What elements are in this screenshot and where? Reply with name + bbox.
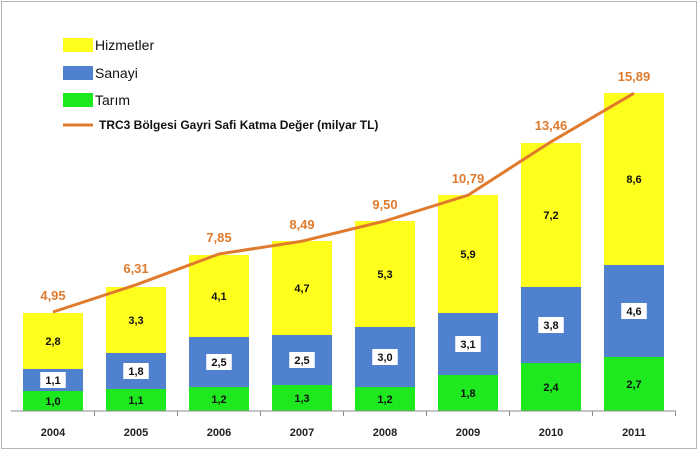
value-label-tarim-2010: 2,4: [543, 382, 559, 394]
value-label-sanayi-2006: 2,5: [211, 357, 226, 369]
value-label-bg-sanayi-2007: [289, 352, 315, 368]
value-label-hizmetler-2009: 5,9: [460, 249, 475, 261]
legend-label-hizmetler: Hizmetler: [95, 37, 154, 53]
value-label-bg-sanayi-2008: [372, 349, 398, 365]
bar-tarim-2007: [272, 385, 332, 411]
x-axis: 2004 2005 2006 2007 2008 2009 2010 2011: [11, 410, 676, 439]
value-label-hizmetler-2010: 7,2: [543, 210, 558, 222]
x-tick-label-2009: 2009: [456, 427, 480, 439]
line-value-label-2008: 9,50: [372, 197, 397, 212]
x-tick-label-2006: 2006: [207, 427, 231, 439]
line-value-label-2004: 4,95: [40, 288, 65, 303]
legend-swatch-sanayi: [63, 66, 93, 80]
x-tick-label-2004: 2004: [41, 427, 66, 439]
line-value-label-2006: 7,85: [206, 230, 231, 245]
bar-tarim-2008: [355, 387, 415, 411]
line-value-label-2010: 13,46: [535, 118, 568, 133]
value-label-tarim-2005: 1,1: [128, 395, 143, 407]
value-label-sanayi-2009: 3,1: [460, 339, 475, 351]
bar-hizmetler-2010: [521, 143, 581, 287]
bar-hizmetler-2004: [23, 313, 83, 369]
x-tick-label-2007: 2007: [290, 427, 314, 439]
bar-hizmetler-2005: [106, 287, 166, 353]
value-label-bg-sanayi-2006: [206, 354, 232, 370]
value-label-tarim-2009: 1,8: [460, 388, 475, 400]
bar-hizmetler-2007: [272, 241, 332, 335]
value-label-hizmetler-2007: 4,7: [294, 283, 309, 295]
bar-tarim-2004: [23, 391, 83, 411]
legend-label-gva-line: TRC3 Bölgesi Gayri Safi Katma Değer (mil…: [99, 118, 378, 132]
bar-tarim-2011: [604, 357, 664, 411]
bar-tarim-2006: [189, 387, 249, 411]
line-value-label-2007: 8,49: [289, 217, 314, 232]
value-label-tarim-2008: 1,2: [377, 394, 392, 406]
bar-tarim-2005: [106, 389, 166, 411]
x-tick-label-2010: 2010: [539, 427, 563, 439]
line-value-label-2011: 15,89: [618, 69, 651, 84]
value-label-hizmetler-2006: 4,1: [211, 291, 226, 303]
legend-label-sanayi: Sanayi: [95, 65, 138, 81]
value-label-hizmetler-2004: 2,8: [45, 336, 60, 348]
line-value-label-2009: 10,79: [452, 171, 485, 186]
line-series-gva: [52, 91, 635, 314]
value-label-hizmetler-2005: 3,3: [128, 315, 143, 327]
bar-hizmetler-2006: [189, 255, 249, 337]
value-label-sanayi-2011: 4,6: [626, 306, 641, 318]
value-label-sanayi-2004: 1,1: [45, 375, 60, 387]
value-label-bg-sanayi-2009: [455, 336, 481, 352]
value-label-bg-sanayi-2011: [621, 303, 647, 319]
bar-tarim-2009: [438, 375, 498, 411]
value-label-sanayi-2005: 1,8: [128, 366, 143, 378]
value-label-hizmetler-2008: 5,3: [377, 269, 392, 281]
bar-tarim-2010: [521, 363, 581, 411]
line-layer: 4,95 6,31 7,85 8,49 9,50 10,79 13,46 15,89: [40, 69, 651, 314]
x-tick-label-2008: 2008: [373, 427, 397, 439]
legend-label-tarim: Tarım: [95, 92, 130, 108]
bar-hizmetler-2011: [604, 93, 664, 265]
value-label-bg-sanayi-2005: [123, 363, 149, 379]
x-tick-label-2005: 2005: [124, 427, 148, 439]
bar-hizmetler-2008: [355, 221, 415, 327]
value-label-sanayi-2007: 2,5: [294, 355, 309, 367]
legend-swatch-hizmetler: [63, 38, 93, 52]
x-tick-label-2011: 2011: [622, 427, 646, 439]
bar-hizmetler-2009: [438, 195, 498, 313]
bars: 1,0 1,1 2,8 1,1 1,8 3,3 1,2 2,5 4,1 1,3 2,5 4,7 1,2 3…: [23, 93, 664, 411]
value-label-tarim-2006: 1,2: [211, 394, 226, 406]
legend-swatch-tarim: [63, 93, 93, 107]
value-label-tarim-2007: 1,3: [294, 393, 309, 405]
value-label-tarim-2004: 1,0: [45, 396, 60, 408]
value-label-hizmetler-2011: 8,6: [626, 174, 641, 186]
legend: Hizmetler Sanayi Tarım TRC3 Bölgesi Gayri S…: [63, 37, 378, 132]
value-label-bg-sanayi-2010: [538, 317, 564, 333]
value-label-tarim-2011: 2,7: [626, 379, 641, 391]
value-label-sanayi-2008: 3,0: [377, 352, 392, 364]
value-label-bg-sanayi-2004: [40, 372, 66, 388]
line-value-label-2005: 6,31: [123, 261, 148, 276]
value-label-sanayi-2010: 3,8: [543, 320, 558, 332]
